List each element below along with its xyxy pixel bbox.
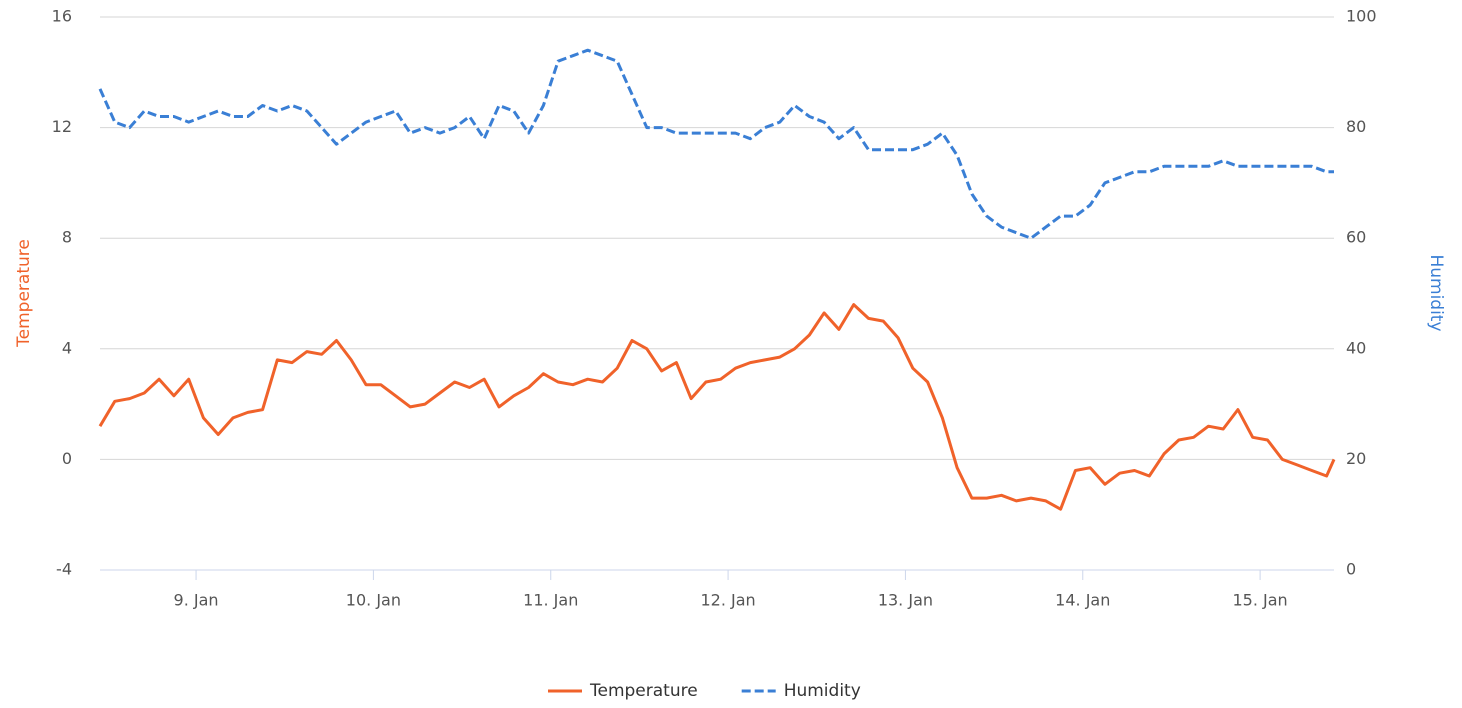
x-tick-label: 9. Jan [174,591,219,610]
y2-tick-label: 100 [1346,7,1377,26]
y2-axis-title: Humidity [1426,254,1446,331]
x-tick-label: 10. Jan [346,591,401,610]
legend-label: Temperature [589,681,698,701]
y-tick-label: 8 [62,228,72,247]
series-line [98,48,1334,240]
y-axis-title: Temperature [14,239,34,348]
x-tick-label: 11. Jan [523,591,578,610]
y2-tick-label: 80 [1346,117,1366,136]
y2-tick-label: 20 [1346,449,1366,468]
x-tick-label: 15. Jan [1233,591,1288,610]
y-tick-label: -4 [56,560,72,579]
y2-tick-label: 40 [1346,338,1366,357]
y-tick-label: 4 [62,338,72,357]
y2-tick-label: 60 [1346,228,1366,247]
y-tick-label: 16 [52,7,72,26]
y2-tick-label: 0 [1346,560,1356,579]
x-tick-label: 13. Jan [878,591,933,610]
series-line [98,303,1336,511]
legend-label: Humidity [784,681,861,701]
y-tick-label: 12 [52,117,72,136]
y-tick-label: 0 [62,449,72,468]
x-tick-label: 12. Jan [700,591,755,610]
x-tick-label: 14. Jan [1055,591,1110,610]
